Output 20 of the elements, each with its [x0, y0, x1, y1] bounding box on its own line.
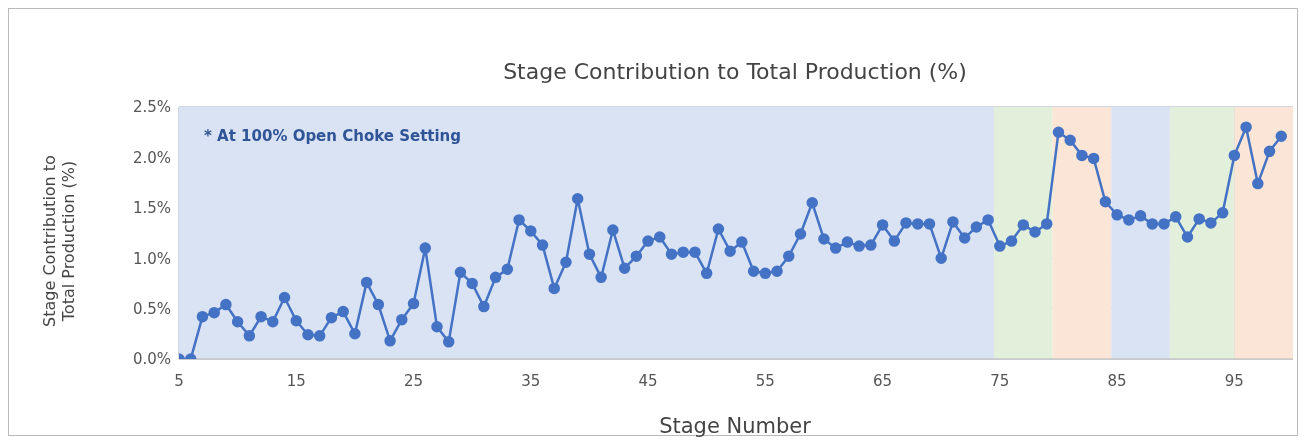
x-tick-label: 85	[1107, 371, 1127, 390]
chart-title: Stage Contribution to Total Production (%)	[502, 59, 968, 84]
x-tick-label: 25	[403, 371, 424, 390]
annotation: * At 100% Open Choke Setting	[204, 127, 462, 145]
y-tick-label: 2.0%	[132, 148, 171, 167]
x-tick-label: 45	[638, 371, 658, 390]
x-tick-label: 95	[1224, 371, 1244, 390]
x-axis-title: Stage Number	[658, 414, 812, 438]
x-tick-label: 75	[990, 371, 1010, 390]
y-tick-label: 1.0%	[132, 249, 171, 268]
y-tick-label: 1.5%	[132, 199, 171, 218]
x-tick-label: 55	[755, 371, 775, 390]
y-tick-label: 2.5%	[132, 98, 171, 117]
y-tick-label: 0.0%	[132, 350, 171, 369]
y-axis-title: Stage Contribution to Total Production (%)	[40, 154, 78, 329]
x-tick-label: 5	[174, 371, 184, 390]
y-tick-label: 0.5%	[132, 299, 171, 318]
x-tick-label: 15	[286, 371, 306, 390]
x-tick-label: 65	[873, 371, 893, 390]
x-tick-label: 35	[521, 371, 541, 390]
